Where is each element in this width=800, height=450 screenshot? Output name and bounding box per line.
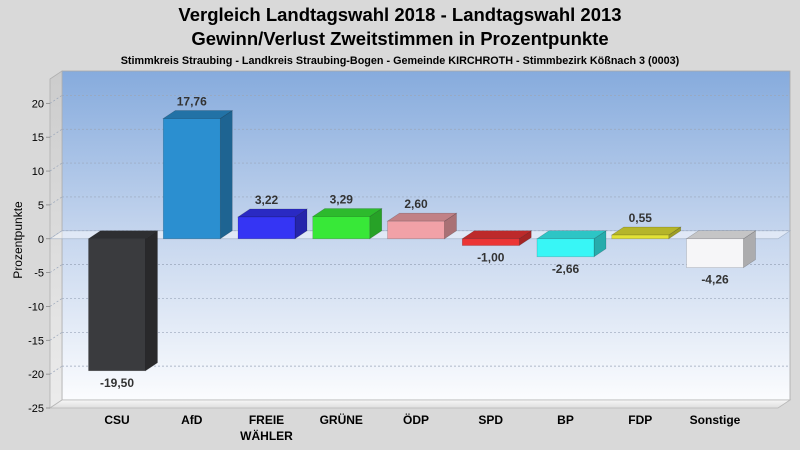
- bar-top: [162, 110, 234, 119]
- bar-fdp: [610, 226, 682, 240]
- x-tick-label: FDP: [628, 413, 652, 427]
- x-tick-label: Sonstige: [690, 413, 741, 427]
- bar-top: [386, 212, 458, 222]
- data-label: -1,00: [477, 251, 505, 265]
- x-tick-label-line: AfD: [181, 413, 203, 427]
- y-tick-label: 15: [32, 132, 44, 144]
- bar-front: [88, 238, 146, 372]
- x-tick-label: BP: [557, 413, 574, 427]
- data-label: -19,50: [100, 376, 134, 390]
- bar-front: [162, 118, 221, 240]
- gridline-side: [49, 365, 63, 375]
- x-tick-label-line: SPD: [478, 413, 503, 427]
- data-label: 2,60: [404, 197, 428, 211]
- y-tick-label: 0: [38, 234, 44, 246]
- chart-subtitle: Stimmkreis Straubing - Landkreis Straubi…: [121, 55, 680, 67]
- data-label: 3,22: [255, 193, 279, 207]
- y-tick-label: 5: [38, 200, 44, 212]
- bar-top: [311, 208, 383, 217]
- x-tick-label-line: FDP: [628, 413, 652, 427]
- data-label: 0,55: [629, 211, 653, 225]
- data-label: -4,26: [701, 273, 729, 287]
- x-tick-label-line: FREIE: [249, 413, 284, 427]
- bar-front: [686, 238, 744, 268]
- gridline-side: [49, 298, 63, 307]
- x-tick-label: ÖDP: [403, 412, 429, 427]
- bar-csu: [87, 230, 159, 372]
- gridline-side: [49, 196, 63, 206]
- bar-bp: [536, 230, 607, 258]
- bar-front: [237, 216, 296, 240]
- bar-front: [461, 238, 520, 246]
- bar-side: [145, 230, 158, 372]
- bar-top: [237, 208, 308, 218]
- y-tick-label: 20: [32, 98, 44, 110]
- y-axis-label: Prozentpunkte: [11, 201, 25, 279]
- bar-front: [312, 216, 371, 240]
- bars: [87, 109, 757, 372]
- y-axis-title: Prozentpunkte: [11, 201, 25, 279]
- bar-front: [611, 234, 670, 240]
- gridline-side: [49, 162, 63, 172]
- x-axis: CSU AfD FREIE WÄHLER GRÜNE ÖDP SPD BP FDP Sonstig…: [104, 412, 740, 443]
- gridline-side: [49, 332, 63, 341]
- y-tick-label: -10: [28, 301, 44, 313]
- bar-top: [461, 230, 533, 240]
- bar-oedp: [386, 212, 458, 240]
- chart-title-line-1: Vergleich Landtagswahl 2018 - Landtagswa…: [178, 4, 621, 25]
- y-tick-label: 10: [32, 166, 44, 178]
- x-tick-label: FREIE WÄHLER: [240, 413, 293, 443]
- bar-front: [536, 238, 595, 258]
- x-tick-label-line: ÖDP: [403, 412, 429, 427]
- bar-top: [685, 230, 757, 240]
- data-label: -2,66: [552, 262, 580, 276]
- bar-top: [536, 230, 607, 240]
- x-tick-label: AfD: [181, 413, 203, 427]
- data-labels: -19,50 17,76 3,22 3,29 2,60 -1,00 -2,66 0,55 -4,…: [100, 95, 729, 390]
- bar-freie-waehler: [237, 208, 308, 240]
- data-label: 3,29: [330, 192, 354, 206]
- bar-top: [610, 226, 682, 236]
- y-tick-label: -25: [28, 403, 44, 415]
- y-axis: 20 15 10 5 0 -5 -10 -15 -20 -25: [28, 98, 50, 415]
- x-tick-label: GRÜNE: [320, 412, 363, 427]
- bar-spd: [461, 230, 533, 247]
- chart-title-line-2: Gewinn/Verlust Zweitstimmen in Prozentpu…: [191, 28, 608, 49]
- bar-side: [219, 109, 233, 240]
- x-tick-label-line: Sonstige: [690, 413, 741, 427]
- bar-gruene: [311, 207, 383, 240]
- bar-sonstige: [685, 230, 757, 269]
- x-tick-label-line: WÄHLER: [240, 428, 293, 443]
- y-tick-label: -15: [28, 335, 44, 347]
- gridline-side: [49, 128, 63, 138]
- bar-front: [387, 220, 445, 240]
- x-tick-label-line: BP: [557, 413, 574, 427]
- left-wall: [49, 70, 63, 409]
- gridline-side: [49, 95, 63, 104]
- x-tick-label-line: GRÜNE: [320, 412, 363, 427]
- x-tick-label: CSU: [104, 413, 129, 427]
- bar-top: [87, 230, 159, 240]
- floor: [48, 399, 792, 409]
- bar-afd: [162, 109, 234, 240]
- y-tick-label: -5: [34, 268, 44, 280]
- plot-area: -19,50 17,76 3,22 3,29 2,60 -1,00 -2,66 0,55 -4,…: [48, 70, 792, 409]
- x-tick-label: SPD: [478, 413, 503, 427]
- x-tick-label-line: CSU: [104, 413, 129, 427]
- y-tick-label: -20: [28, 369, 44, 381]
- gridline-side: [49, 264, 63, 273]
- data-label: 17,76: [177, 95, 207, 109]
